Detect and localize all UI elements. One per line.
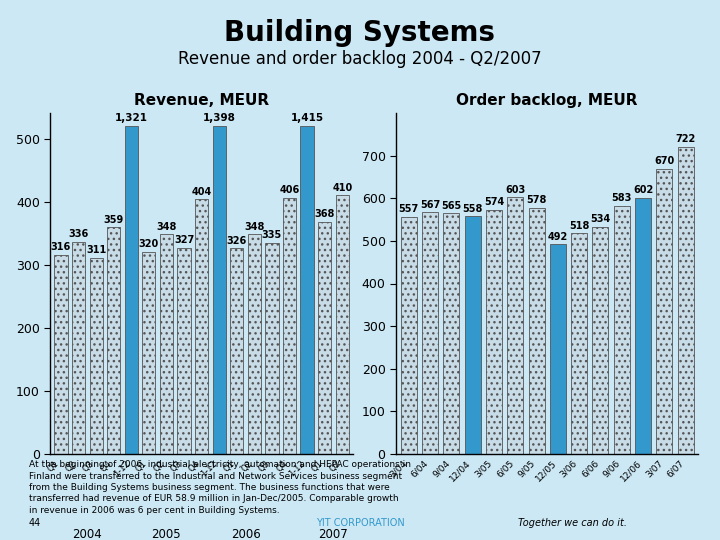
Text: 368: 368 xyxy=(315,209,335,219)
Text: 326: 326 xyxy=(227,235,247,246)
Text: 583: 583 xyxy=(611,193,632,203)
Text: 348: 348 xyxy=(244,222,264,232)
Bar xyxy=(401,217,417,454)
Text: 578: 578 xyxy=(526,195,546,205)
Bar xyxy=(318,222,331,454)
Bar xyxy=(160,234,173,454)
Bar xyxy=(678,146,693,454)
Text: 1,398: 1,398 xyxy=(203,113,235,124)
Text: 2006: 2006 xyxy=(230,528,261,540)
Text: 406: 406 xyxy=(279,185,300,195)
Bar xyxy=(422,212,438,454)
Text: 2004: 2004 xyxy=(73,528,102,540)
Text: Building Systems: Building Systems xyxy=(225,19,495,47)
Bar xyxy=(195,199,208,454)
Bar xyxy=(550,245,566,454)
Text: 558: 558 xyxy=(462,204,483,214)
Text: 320: 320 xyxy=(139,239,159,249)
Bar xyxy=(336,195,349,454)
Text: 348: 348 xyxy=(156,222,176,232)
Text: 335: 335 xyxy=(262,230,282,240)
Bar xyxy=(248,234,261,454)
Bar xyxy=(283,198,296,454)
Text: 602: 602 xyxy=(633,185,653,195)
Text: 359: 359 xyxy=(104,215,124,225)
Bar xyxy=(444,213,459,454)
Text: 670: 670 xyxy=(654,156,675,166)
Text: 1,415: 1,415 xyxy=(291,113,324,124)
Text: 557: 557 xyxy=(399,204,419,214)
Bar xyxy=(613,206,630,454)
Text: 2005: 2005 xyxy=(152,528,181,540)
Text: 722: 722 xyxy=(675,134,696,144)
Bar xyxy=(125,126,138,454)
Bar xyxy=(528,208,544,454)
Bar xyxy=(143,252,156,454)
Bar xyxy=(89,258,103,454)
Bar xyxy=(635,198,651,454)
Text: 567: 567 xyxy=(420,200,440,210)
Bar xyxy=(593,226,608,454)
Bar xyxy=(486,210,502,454)
Text: 1,321: 1,321 xyxy=(114,113,148,124)
Title: Revenue, MEUR: Revenue, MEUR xyxy=(134,93,269,108)
Bar xyxy=(212,126,226,454)
Bar xyxy=(107,227,120,454)
Bar xyxy=(230,248,243,454)
Text: 518: 518 xyxy=(569,221,590,231)
Text: 565: 565 xyxy=(441,201,462,211)
Text: 404: 404 xyxy=(192,186,212,197)
Text: 327: 327 xyxy=(174,235,194,245)
Text: 311: 311 xyxy=(86,245,107,255)
Text: 603: 603 xyxy=(505,185,526,194)
Bar xyxy=(177,247,191,454)
Bar xyxy=(266,242,279,454)
Text: At the beginning of 2006, industrial electricity, automation and HEPAC operation: At the beginning of 2006, industrial ele… xyxy=(29,460,411,515)
Text: 574: 574 xyxy=(484,197,504,207)
Text: 410: 410 xyxy=(332,183,352,193)
Text: 534: 534 xyxy=(590,214,611,224)
Bar xyxy=(657,168,672,454)
Text: Together we can do it.: Together we can do it. xyxy=(518,518,627,528)
Bar xyxy=(571,233,587,454)
Text: 2007: 2007 xyxy=(318,528,348,540)
Bar xyxy=(508,197,523,454)
Text: 336: 336 xyxy=(68,230,89,239)
Title: Order backlog, MEUR: Order backlog, MEUR xyxy=(456,93,638,108)
Bar xyxy=(72,242,85,454)
Text: Revenue and order backlog 2004 - Q2/2007: Revenue and order backlog 2004 - Q2/2007 xyxy=(178,50,542,68)
Text: 44: 44 xyxy=(29,518,41,528)
Text: 316: 316 xyxy=(51,242,71,252)
Text: 492: 492 xyxy=(548,232,568,242)
Text: YIT CORPORATION: YIT CORPORATION xyxy=(315,518,405,528)
Bar xyxy=(464,217,481,454)
Bar xyxy=(300,126,314,454)
Bar xyxy=(54,254,68,454)
